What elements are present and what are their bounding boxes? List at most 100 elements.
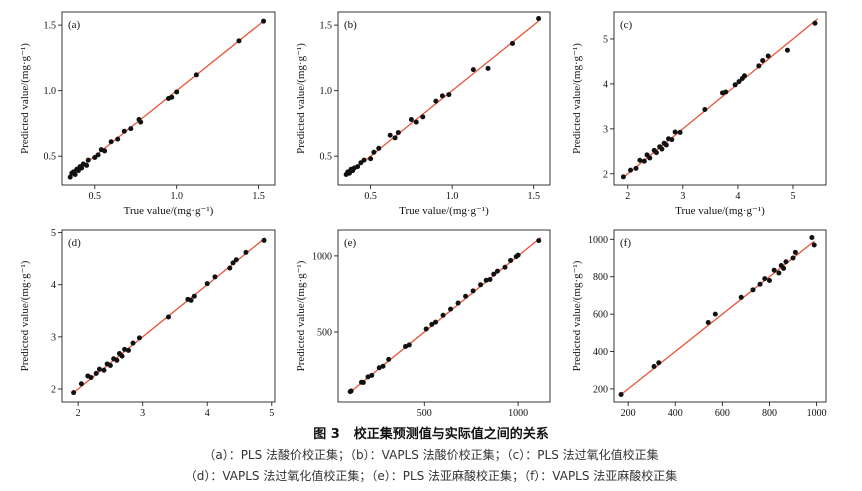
chart-panel-2: 0.5 1.0 1.5 0.5 1.0 1.5 (b) True value/(mg·g⁻¹)…	[295, 11, 551, 217]
y-tick-label: 1.5	[320, 21, 333, 32]
x-axis-label: True value/(mg·g⁻¹)	[124, 205, 214, 217]
chart-panel-3: 2 3 4 5 2 3 4 5 (c) True value/(mg·g⁻¹) Predicted …	[571, 11, 827, 217]
data-point	[95, 152, 101, 158]
data-point	[85, 157, 91, 163]
data-point	[188, 297, 194, 303]
plot-frame	[613, 229, 827, 403]
data-point	[130, 340, 136, 346]
data-point	[762, 276, 768, 282]
plot-frame	[613, 11, 827, 186]
data-point	[485, 65, 491, 71]
data-point	[784, 47, 790, 53]
chart-panel-1: 0.5 1.0 1.5 0.5 1.0 1.5 (a) True value/(mg·g⁻¹)…	[19, 11, 276, 217]
data-point	[71, 390, 77, 396]
data-point	[712, 311, 718, 317]
data-point	[369, 372, 375, 378]
x-axis-label: True value/(mg·g⁻¹)	[675, 205, 765, 217]
data-point	[122, 346, 128, 352]
y-tick-label: 1.0	[44, 86, 57, 97]
data-point	[494, 268, 500, 274]
data-point	[355, 164, 361, 170]
data-point	[756, 63, 762, 69]
data-point	[261, 237, 267, 243]
x-axis-label: True value/(mg·g⁻¹)	[399, 205, 489, 217]
x-tick-label: 1.5	[527, 191, 540, 202]
y-tick-label: 2	[603, 169, 608, 180]
figure-caption-line-1: （a）：PLS 法酸价校正集；（b）：VAPLS 法酸价校正集；（c）：PLS …	[203, 448, 659, 462]
data-point	[368, 156, 374, 162]
data-point	[446, 92, 452, 98]
data-point	[672, 129, 678, 135]
x-tick-label: 1.0	[170, 191, 183, 202]
data-point	[723, 89, 729, 95]
data-point	[406, 342, 412, 348]
data-point	[637, 157, 643, 163]
data-point	[766, 277, 772, 283]
panel-label: (e)	[344, 237, 357, 249]
data-point	[738, 294, 744, 300]
data-point	[392, 135, 398, 141]
data-point	[101, 367, 107, 373]
data-point	[138, 119, 144, 125]
x-tick-label: 800	[762, 408, 777, 419]
data-point	[88, 375, 94, 381]
data-point	[408, 116, 414, 122]
data-point	[380, 363, 386, 369]
plot-frame	[337, 229, 551, 403]
data-point	[515, 252, 521, 258]
data-point	[628, 167, 634, 173]
data-point	[136, 335, 142, 341]
y-tick-label: 4	[603, 79, 608, 90]
data-point	[108, 139, 114, 145]
y-tick-label: 4	[51, 280, 56, 291]
data-point	[783, 259, 789, 265]
data-point	[633, 165, 639, 171]
y-tick-label: 3	[603, 124, 608, 135]
figure-caption-title: 图 3 校正集预测值与实际值之间的关系	[0, 423, 862, 442]
y-tick-label: 500	[317, 327, 332, 338]
x-tick-label: 5	[790, 191, 795, 202]
x-tick-label: 4	[735, 191, 740, 202]
data-point	[478, 282, 484, 288]
data-point	[360, 380, 366, 386]
y-tick-label: 3	[51, 332, 56, 343]
panel-label: (f)	[620, 237, 631, 249]
data-point	[669, 137, 675, 143]
data-point	[420, 114, 426, 120]
figure-title: 校正集预测值与实际值之间的关系	[353, 427, 549, 442]
data-point	[536, 16, 542, 22]
data-point	[463, 293, 469, 299]
y-tick-label: 2	[51, 384, 56, 395]
y-tick-label: 600	[593, 310, 608, 321]
y-tick-label: 200	[593, 384, 608, 395]
data-point	[93, 370, 99, 376]
data-point	[677, 129, 683, 135]
y-axis-label: Predicted value/(mg·g⁻¹)	[19, 43, 31, 154]
y-axis-label: Predicted value/(mg·g⁻¹)	[295, 260, 307, 371]
data-point	[470, 288, 476, 294]
data-point	[647, 155, 653, 161]
data-point	[705, 320, 711, 326]
y-tick-label: 5	[51, 228, 56, 239]
data-point	[102, 148, 108, 154]
y-axis-label: Predicted value/(mg·g⁻¹)	[571, 43, 583, 154]
data-point	[348, 388, 354, 394]
chart-panel-6: 20040060080010002004006008001000(f)True …	[571, 229, 827, 419]
data-point	[502, 264, 508, 270]
y-tick-label: 1.5	[44, 21, 57, 32]
data-point	[455, 300, 461, 306]
x-tick-label: 500	[417, 408, 432, 419]
data-point	[742, 73, 748, 79]
x-tick-label: 3	[680, 191, 685, 202]
plot-frame	[61, 11, 276, 186]
data-point	[169, 94, 175, 100]
data-point	[620, 174, 626, 180]
x-tick-label: 5	[269, 408, 274, 419]
x-tick-label: 1.5	[252, 191, 265, 202]
data-point	[361, 157, 367, 163]
x-tick-label: 0.5	[89, 191, 102, 202]
data-point	[84, 162, 90, 168]
x-tick-label: 1000	[807, 408, 827, 419]
y-tick-label: 1000	[588, 235, 608, 246]
